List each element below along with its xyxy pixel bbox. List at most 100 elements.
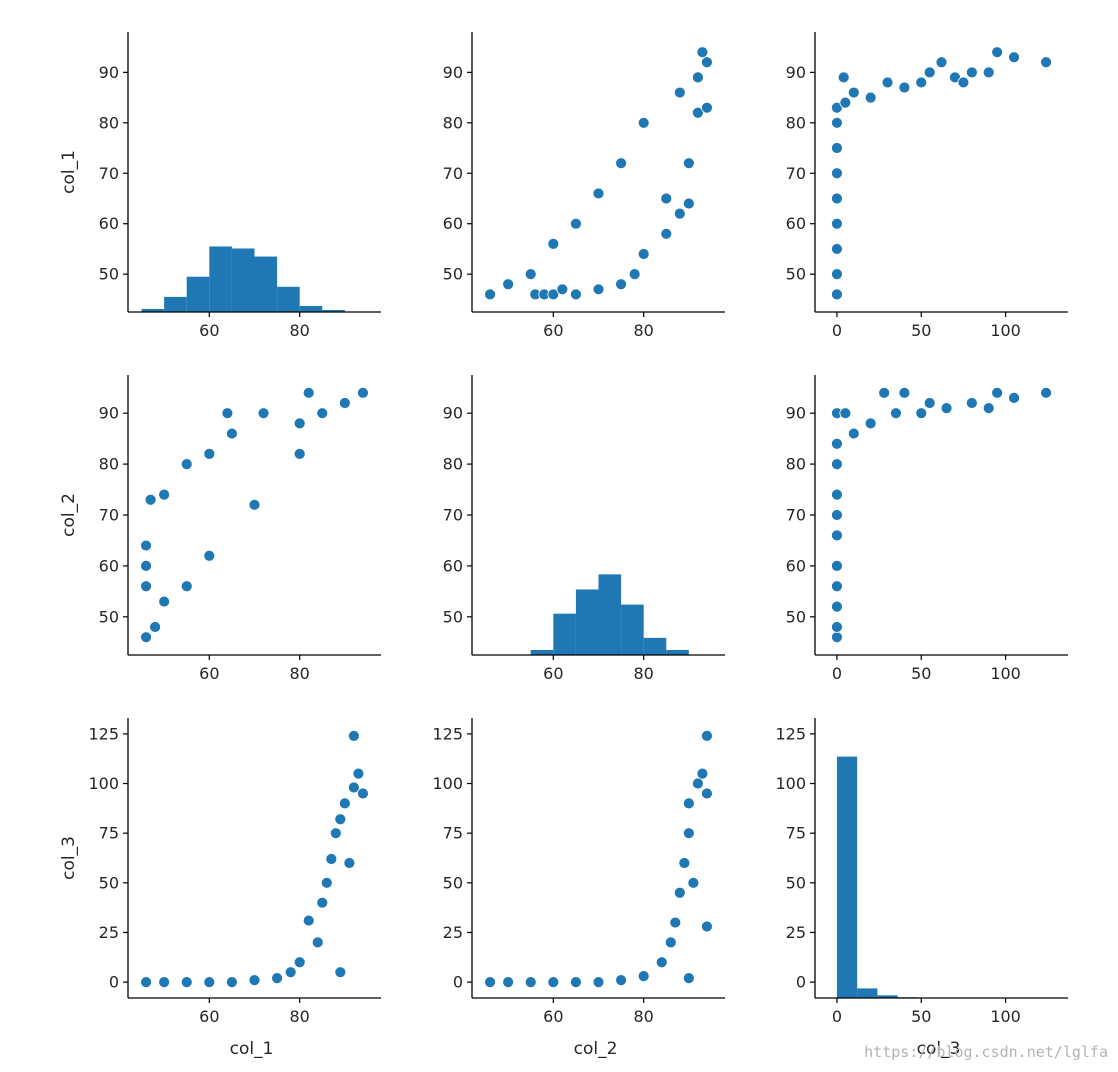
panel-col_1-vs-col_2-point-26 bbox=[570, 217, 582, 230]
panel-col_2-vs-col_3-point-14 bbox=[878, 386, 891, 399]
panel-col_1-vs-col_1-ytick-label-70: 70 bbox=[99, 164, 119, 183]
panel-col_1-vs-col_1-ytick-label-50: 50 bbox=[99, 265, 119, 284]
y-axis-label-col_1: col_1 bbox=[59, 150, 79, 194]
panel-col_1-vs-col_1-bar-6 bbox=[277, 286, 300, 312]
panel-col_2-vs-col_3-xtick-label-100: 100 bbox=[990, 664, 1021, 683]
panel-col_2-vs-col_3-point-19 bbox=[940, 402, 953, 414]
panel-col_3-vs-col_1-point-17 bbox=[338, 797, 351, 810]
panel-col_3-vs-col_2-point-7 bbox=[637, 970, 650, 983]
panel-col_2-vs-col_3-point-24 bbox=[1040, 386, 1052, 399]
panel-col_2-vs-col_2-ytick-label-90: 90 bbox=[443, 404, 463, 423]
panel-col_2-vs-col_3-point-17 bbox=[915, 407, 928, 420]
panel-col_2-vs-col_1-point-4 bbox=[144, 493, 157, 506]
panel-col_2-vs-col_3-ytick-label-90: 90 bbox=[786, 404, 806, 423]
panel-col_1-vs-col_2-point-9 bbox=[615, 278, 627, 291]
panel-col_2-vs-col_1-point-2 bbox=[140, 560, 152, 572]
panel-col_1-vs-col_2-point-20 bbox=[696, 46, 709, 59]
y-axis-label-col_3: col_3 bbox=[59, 836, 79, 880]
panel-col_2-vs-col_3-point-9 bbox=[831, 437, 843, 450]
y-axis-label-col_2: col_2 bbox=[59, 493, 79, 537]
panel-col_1-vs-col_3-point-14 bbox=[898, 81, 911, 94]
panel-col_2-vs-col_1-xtick-label-80: 80 bbox=[289, 664, 309, 683]
panel-col_3-vs-col_1-point-21 bbox=[352, 767, 365, 780]
panel-col_3-vs-col_1-xtick-label-60: 60 bbox=[199, 1007, 219, 1026]
panel-col_3-vs-col_1-point-9 bbox=[302, 914, 315, 927]
panel-col_3-vs-col_1-ytick-label-125: 125 bbox=[88, 724, 119, 743]
panel-col_1-vs-col_1-bar-2 bbox=[186, 276, 210, 312]
panel-col_1-vs-col_2-point-24 bbox=[615, 157, 627, 170]
panel-col_1-vs-col_3-ytick-label-70: 70 bbox=[786, 164, 806, 183]
panel-col_1-vs-col_3-xtick-label-50: 50 bbox=[911, 321, 931, 340]
panel-col_2-vs-col_1-point-14 bbox=[338, 397, 351, 409]
panel-col_3-vs-col_3-ytick-label-50: 50 bbox=[786, 873, 806, 892]
panel-col_1-vs-col_2-point-11 bbox=[637, 248, 650, 260]
panel-col_3-vs-col_3-xtick-label-0: 0 bbox=[832, 1007, 842, 1026]
panel-col_3-vs-col_1-ytick-label-25: 25 bbox=[99, 923, 119, 942]
panel-col_2-vs-col_1-xtick-label-60: 60 bbox=[199, 664, 219, 683]
panel-col_1-vs-col_2-point-25 bbox=[592, 187, 605, 200]
panel-col_2-vs-col_1-point-15 bbox=[357, 386, 369, 399]
panel-col_1-vs-col_3-point-9 bbox=[837, 71, 850, 84]
watermark-text: https://blog.csdn.net/lglfa bbox=[864, 1043, 1108, 1061]
panel-col_3-vs-col_1-point-2 bbox=[180, 976, 193, 989]
panel-col_3-vs-col_2-point-3 bbox=[547, 976, 560, 989]
panel-col_3-vs-col_3-ytick-label-0: 0 bbox=[796, 973, 806, 992]
panel-col_1-vs-col_2-point-10 bbox=[628, 268, 641, 281]
panel-col_1-vs-col_3-point-22 bbox=[991, 46, 1004, 59]
panel-col_2-vs-col_1-point-12 bbox=[302, 386, 315, 399]
panel-col_3-vs-col_2-point-19 bbox=[701, 787, 713, 800]
panel-col_3-vs-col_1-point-12 bbox=[320, 876, 333, 889]
panel-col_1-vs-col_2-point-6 bbox=[556, 283, 569, 296]
panel-col_2-vs-col_3-point-0 bbox=[831, 631, 843, 644]
panel-col_3-vs-col_2-point-17 bbox=[696, 767, 709, 780]
panel-col_1-vs-col_2-point-14 bbox=[682, 197, 695, 210]
panel-col_2-vs-col_3-point-2 bbox=[831, 600, 843, 613]
panel-col_2-vs-col_3-point-12 bbox=[847, 427, 860, 440]
panel-col_2-vs-col_1-point-9 bbox=[226, 427, 238, 440]
panel-col_3-vs-col_2-point-14 bbox=[682, 797, 695, 810]
panel-col_1-vs-col_1-bar-0 bbox=[141, 308, 165, 312]
panel-col_2-vs-col_3-point-21 bbox=[982, 402, 995, 414]
panel-col_1-vs-col_3-point-24 bbox=[1040, 56, 1052, 69]
panel-col_1-vs-col_3-point-13 bbox=[881, 76, 894, 89]
x-axis-label-col_1: col_1 bbox=[230, 1039, 274, 1059]
panel-col_1-vs-col_3-point-23 bbox=[1008, 51, 1020, 64]
panel-col_1-vs-col_3-xtick-label-0: 0 bbox=[832, 321, 842, 340]
panel-col_2-vs-col_1-point-5 bbox=[158, 488, 171, 501]
panel-col_2-vs-col_3-point-23 bbox=[1008, 392, 1020, 404]
panel-col_1-vs-col_2-point-17 bbox=[701, 101, 713, 114]
panel-col_1-vs-col_3-ytick-label-90: 90 bbox=[786, 63, 806, 82]
panel-col_1-vs-col_2-point-16 bbox=[691, 106, 704, 119]
panel-col_2-vs-col_2-ytick-label-60: 60 bbox=[443, 556, 463, 575]
panel-col_3-vs-col_1-point-8 bbox=[293, 956, 306, 969]
panel-col_3-vs-col_1-point-10 bbox=[311, 936, 324, 949]
panel-col_3-vs-col_2-ytick-label-50: 50 bbox=[443, 873, 463, 892]
panel-col_3-vs-col_1-ytick-label-0: 0 bbox=[109, 973, 119, 992]
panel-col_1-vs-col_2-ytick-label-90: 90 bbox=[443, 63, 463, 82]
panel-col_3-vs-col_1-point-13 bbox=[325, 853, 338, 865]
panel-col_1-vs-col_3-ytick-label-50: 50 bbox=[786, 265, 806, 284]
panel-col_1-vs-col_2-ytick-label-70: 70 bbox=[443, 164, 463, 183]
panel-col_3-vs-col_1-point-20 bbox=[347, 729, 360, 742]
panel-col_3-vs-col_3-bar-2 bbox=[877, 995, 898, 998]
panel-col_3-vs-col_3-bar-1 bbox=[857, 988, 878, 998]
panel-col_2-vs-col_1-point-8 bbox=[221, 407, 234, 420]
panel-col_2-vs-col_1-point-13 bbox=[316, 407, 329, 420]
panel-col_1-vs-col_3-point-19 bbox=[957, 76, 970, 89]
panel-col_2-vs-col_1-point-21 bbox=[149, 621, 162, 633]
panel-col_3-vs-col_1-xtick-label-80: 80 bbox=[289, 1007, 309, 1026]
panel-col_2-vs-col_2-xtick-label-80: 80 bbox=[633, 664, 653, 683]
panel-col_1-vs-col_3-ytick-label-60: 60 bbox=[786, 214, 806, 233]
panel-col_2-vs-col_1-ytick-label-90: 90 bbox=[99, 404, 119, 423]
panel-col_2-vs-col_1-ytick-label-80: 80 bbox=[99, 455, 119, 474]
panel-col_1-vs-col_2-ytick-label-50: 50 bbox=[443, 265, 463, 284]
panel-col_3-vs-col_1-point-15 bbox=[334, 813, 347, 826]
panel-col_3-vs-col_1-point-3 bbox=[203, 976, 216, 989]
panel-col_1-vs-col_1-ytick-label-60: 60 bbox=[99, 214, 119, 233]
panel-col_1-vs-col_3-point-15 bbox=[915, 76, 928, 89]
panel-col_2-vs-col_1-ytick-label-70: 70 bbox=[99, 506, 119, 525]
panel-col_2-vs-col_3-point-22 bbox=[991, 386, 1004, 399]
panel-col_3-vs-col_2-point-20 bbox=[701, 920, 713, 933]
panel-col_3-vs-col_1-point-16 bbox=[334, 966, 347, 979]
